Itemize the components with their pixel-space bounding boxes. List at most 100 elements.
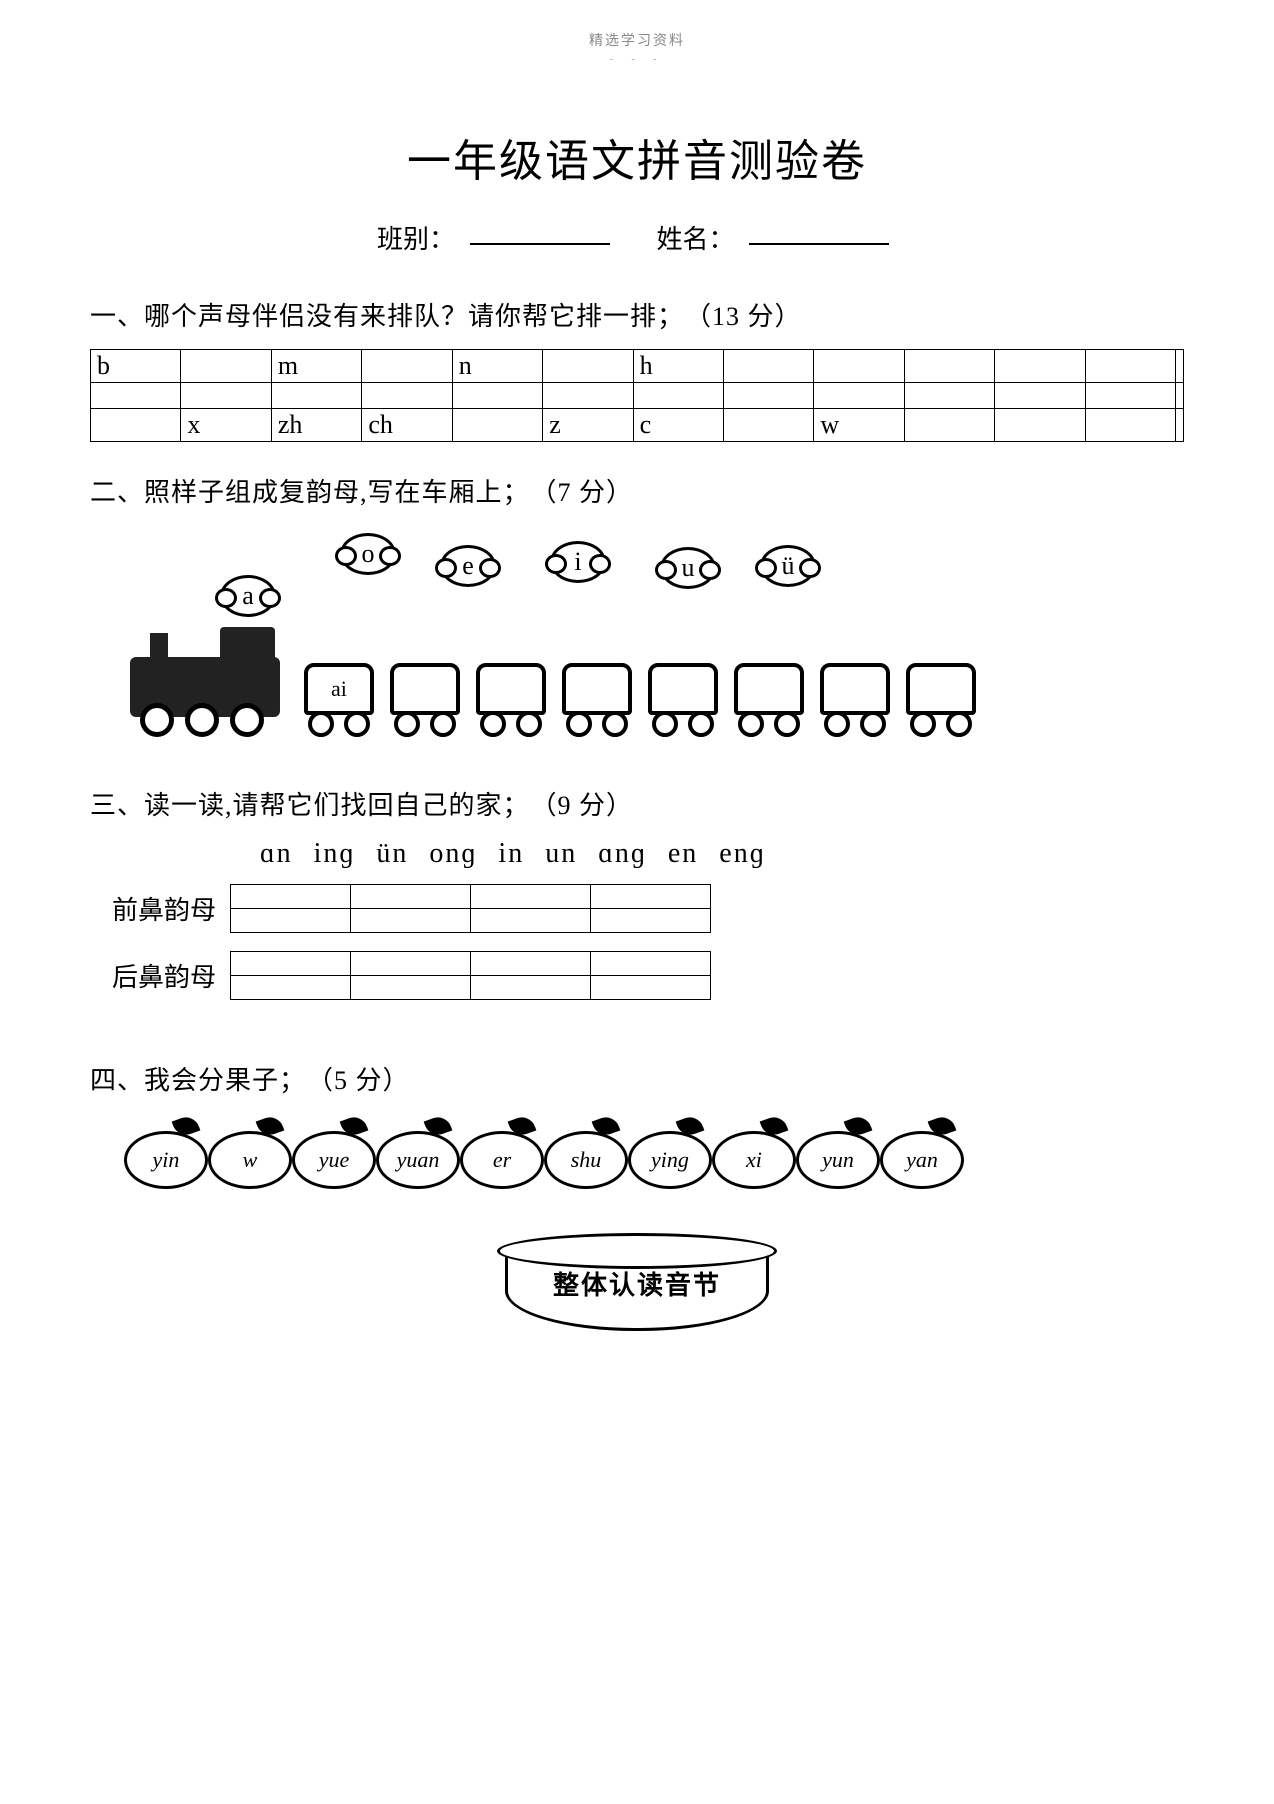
class-label: 班别：	[377, 225, 455, 254]
q1-cell[interactable]	[1085, 409, 1175, 442]
fruit-item[interactable]: er	[456, 1113, 548, 1193]
q3-front-label: 前鼻韵母	[90, 890, 230, 927]
q1-cell[interactable]: z	[543, 409, 633, 442]
locomotive-icon	[130, 627, 290, 737]
wheel-icon	[308, 711, 334, 737]
train-car[interactable]	[558, 659, 636, 737]
q1-cell[interactable]	[995, 383, 1085, 409]
q1-cell[interactable]	[91, 409, 181, 442]
q3-cell[interactable]	[351, 885, 471, 909]
train-car[interactable]	[644, 659, 722, 737]
class-blank[interactable]	[470, 239, 610, 245]
wheel-icon	[946, 711, 972, 737]
q3-cell[interactable]	[231, 909, 351, 933]
q1-cell[interactable]	[543, 350, 633, 383]
q1-cell[interactable]	[452, 383, 542, 409]
q1-cell[interactable]	[814, 350, 904, 383]
q1-cell[interactable]	[995, 409, 1085, 442]
basket-icon: 整体认读音节	[497, 1233, 777, 1343]
q3-cell[interactable]	[231, 885, 351, 909]
q1-cell[interactable]	[1175, 383, 1183, 409]
section-q1: 一、哪个声母伴侣没有来排队？请你帮它排一排； （13 分） b m n h	[90, 296, 1184, 442]
q1-cell[interactable]	[271, 383, 361, 409]
q1-cell[interactable]	[814, 383, 904, 409]
q1-cell[interactable]	[724, 409, 814, 442]
fruit-item[interactable]: yuan	[372, 1113, 464, 1193]
wheel-icon	[652, 711, 678, 737]
q1-cell[interactable]	[1085, 350, 1175, 383]
q1-row3: x zh ch z c w	[91, 409, 1184, 442]
q1-cell[interactable]	[633, 383, 723, 409]
fruit-item[interactable]: yun	[792, 1113, 884, 1193]
q3-cell[interactable]	[591, 952, 711, 976]
q3-cell[interactable]	[591, 885, 711, 909]
q1-cell[interactable]	[1085, 383, 1175, 409]
q2-title: 二、照样子组成复韵母,写在车厢上； （7 分）	[90, 472, 1184, 509]
q1-cell[interactable]	[904, 383, 994, 409]
q3-cell[interactable]	[231, 976, 351, 1000]
q1-cell[interactable]	[1175, 350, 1183, 383]
q1-cell[interactable]	[904, 409, 994, 442]
train-car[interactable]	[472, 659, 550, 737]
wheel-icon	[516, 711, 542, 737]
q1-cell[interactable]: b	[91, 350, 181, 383]
wheel-icon	[566, 711, 592, 737]
q3-cell[interactable]	[471, 952, 591, 976]
cloud-icon: u	[660, 547, 716, 589]
header-mark: 精选学习资料	[90, 30, 1184, 50]
fruit-item[interactable]: ying	[624, 1113, 716, 1193]
q3-cell[interactable]	[231, 952, 351, 976]
train-car[interactable]: ai	[300, 659, 378, 737]
fruit-item[interactable]: xi	[708, 1113, 800, 1193]
fruit-item[interactable]: yan	[876, 1113, 968, 1193]
q1-cell[interactable]: c	[633, 409, 723, 442]
q1-cell[interactable]	[1175, 409, 1183, 442]
q1-cell[interactable]: x	[181, 409, 271, 442]
q1-cell[interactable]	[995, 350, 1085, 383]
q3-cell[interactable]	[591, 909, 711, 933]
q3-cell[interactable]	[471, 909, 591, 933]
fruit-label: ying	[628, 1131, 712, 1189]
train-car-label	[476, 663, 546, 715]
q3-cell[interactable]	[471, 976, 591, 1000]
wheel-icon	[738, 711, 764, 737]
q1-cell[interactable]	[543, 383, 633, 409]
q3-back-label: 后鼻韵母	[90, 957, 230, 994]
fruit-item[interactable]: yue	[288, 1113, 380, 1193]
q3-cell[interactable]	[351, 976, 471, 1000]
q1-cell[interactable]: n	[452, 350, 542, 383]
q1-cell[interactable]	[452, 409, 542, 442]
q1-cell[interactable]: ch	[362, 409, 452, 442]
train-car[interactable]	[816, 659, 894, 737]
train-car-label	[562, 663, 632, 715]
q1-cell[interactable]	[181, 350, 271, 383]
q1-row1: b m n h	[91, 350, 1184, 383]
q1-cell[interactable]: m	[271, 350, 361, 383]
q3-cell[interactable]	[591, 976, 711, 1000]
fruit-item[interactable]: w	[204, 1113, 296, 1193]
fruit-item[interactable]: yin	[120, 1113, 212, 1193]
train-car[interactable]	[902, 659, 980, 737]
q3-cell[interactable]	[351, 952, 471, 976]
wheel-icon	[480, 711, 506, 737]
q1-cell[interactable]	[724, 350, 814, 383]
q3-cell[interactable]	[471, 885, 591, 909]
q1-cell[interactable]	[904, 350, 994, 383]
q1-table: b m n h	[90, 349, 1184, 442]
q1-cell[interactable]	[362, 383, 452, 409]
q3-front-row: 前鼻韵母	[90, 884, 1184, 933]
train-car[interactable]	[730, 659, 808, 737]
q1-cell[interactable]: zh	[271, 409, 361, 442]
wheel-icon	[860, 711, 886, 737]
q1-cell[interactable]	[181, 383, 271, 409]
q1-cell[interactable]	[362, 350, 452, 383]
q1-cell[interactable]	[724, 383, 814, 409]
train-car[interactable]	[386, 659, 464, 737]
q3-cell[interactable]	[351, 909, 471, 933]
name-blank[interactable]	[749, 239, 889, 245]
q1-cell[interactable]	[91, 383, 181, 409]
fruit-label: xi	[712, 1131, 796, 1189]
q1-cell[interactable]: h	[633, 350, 723, 383]
fruit-item[interactable]: shu	[540, 1113, 632, 1193]
q1-cell[interactable]: w	[814, 409, 904, 442]
